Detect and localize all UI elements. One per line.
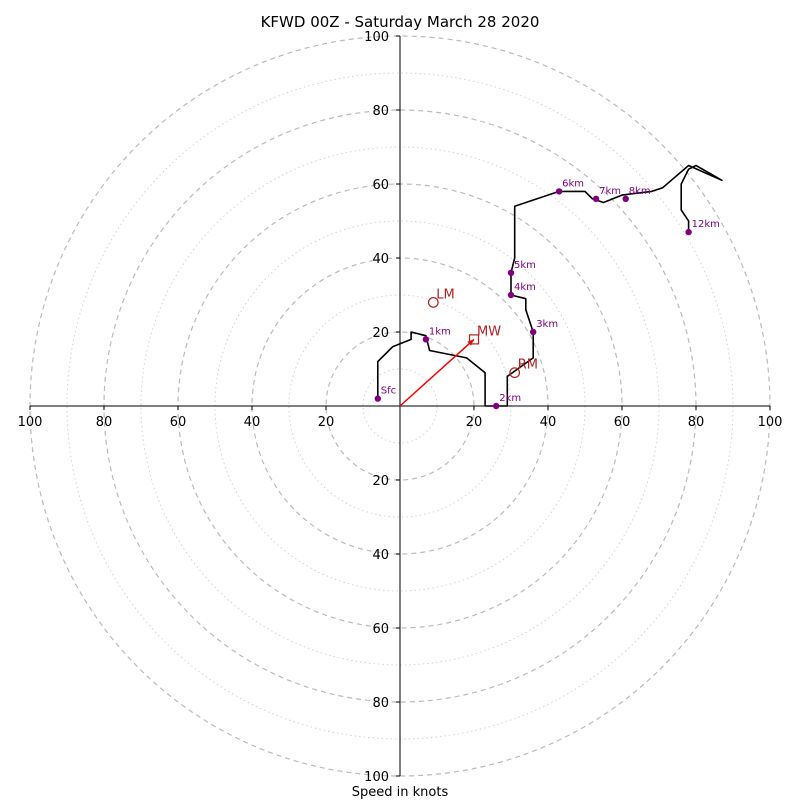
height-marker-8km: 8km <box>622 186 651 202</box>
height-marker-dot <box>555 188 563 195</box>
height-marker-label: 6km <box>562 178 584 189</box>
x-tick-label: 80 <box>96 415 113 430</box>
height-marker-dot <box>685 228 692 236</box>
y-tick-label: 20 <box>372 326 389 341</box>
height-marker-label: 3km <box>536 319 558 330</box>
height-marker-label: 12km <box>692 219 720 230</box>
storm-motion-marker <box>509 367 521 379</box>
y-tick-label: 40 <box>372 548 389 563</box>
height-marker-1km: 1km <box>422 326 451 343</box>
hodograph-trace <box>376 164 723 407</box>
height-markers: Sfc 1km 2km 3km 4km 5km 6km 7km 8km 12km <box>374 178 720 410</box>
height-marker-label: 7km <box>599 186 621 197</box>
y-tick-label: 80 <box>372 696 389 711</box>
height-marker-dot <box>592 195 600 202</box>
y-tick-label: 40 <box>372 252 389 267</box>
storm-motion-marker <box>427 297 439 308</box>
x-tick-label: 100 <box>18 415 43 430</box>
x-tick-label: 60 <box>614 415 631 430</box>
y-tick-label: 100 <box>364 770 389 785</box>
height-marker-6km: 6km <box>555 178 584 195</box>
x-tick-label: 20 <box>466 415 483 430</box>
mean-wind-vector <box>399 338 475 407</box>
y-tick-label: 60 <box>372 178 389 193</box>
height-marker-label: 4km <box>514 282 536 293</box>
storm-motion-label: RM <box>518 358 538 373</box>
storm-motion-lm: LM <box>427 287 455 308</box>
x-tick-label: 100 <box>758 415 783 430</box>
storm-motion-label: LM <box>436 287 454 302</box>
chart-title: KFWD 00Z - Saturday March 28 2020 <box>261 13 540 31</box>
storm-motion-marker <box>468 334 480 345</box>
height-marker-label: Sfc <box>381 386 396 397</box>
hodograph-line <box>376 164 723 407</box>
x-tick-label: 40 <box>540 415 557 430</box>
height-marker-label: 8km <box>629 186 651 197</box>
mean-wind-arrowhead <box>467 339 474 346</box>
x-axis-label: Speed in knots <box>352 785 449 800</box>
height-marker-dot <box>493 402 500 410</box>
tick-labels: 20 20 20 20 40 40 40 40 60 60 60 60 80 80 80 80 100 100 10… <box>18 30 783 785</box>
height-marker-3km: 3km <box>530 319 558 336</box>
height-marker-dot <box>422 336 430 343</box>
height-marker-dot <box>507 269 515 276</box>
height-marker-sfc: Sfc <box>374 386 396 402</box>
x-tick-label: 60 <box>170 415 187 430</box>
height-marker-12km: 12km <box>685 219 720 236</box>
y-tick-label: 20 <box>372 474 389 489</box>
height-marker-2km: 2km <box>493 393 521 410</box>
x-tick-label: 20 <box>318 415 335 430</box>
y-tick-label: 60 <box>372 622 389 637</box>
height-marker-5km: 5km <box>507 260 536 276</box>
storm-motion-mw: MW <box>468 324 501 345</box>
height-marker-label: 1km <box>429 326 451 337</box>
height-marker-dot <box>622 195 629 202</box>
height-marker-label: 2km <box>499 393 521 404</box>
height-marker-7km: 7km <box>592 186 621 202</box>
height-marker-dot <box>374 395 381 402</box>
x-tick-label: 40 <box>244 415 261 430</box>
storm-motion-rm: RM <box>509 358 538 379</box>
height-marker-dot <box>507 291 515 299</box>
height-marker-dot <box>530 328 537 336</box>
x-tick-label: 80 <box>688 415 705 430</box>
y-tick-label: 80 <box>372 104 389 119</box>
storm-motion-label: MW <box>477 324 501 339</box>
storm-motions: LM RM MW <box>399 287 538 407</box>
height-marker-4km: 4km <box>507 282 536 299</box>
height-marker-label: 5km <box>514 260 536 271</box>
y-tick-label: 100 <box>364 30 389 45</box>
